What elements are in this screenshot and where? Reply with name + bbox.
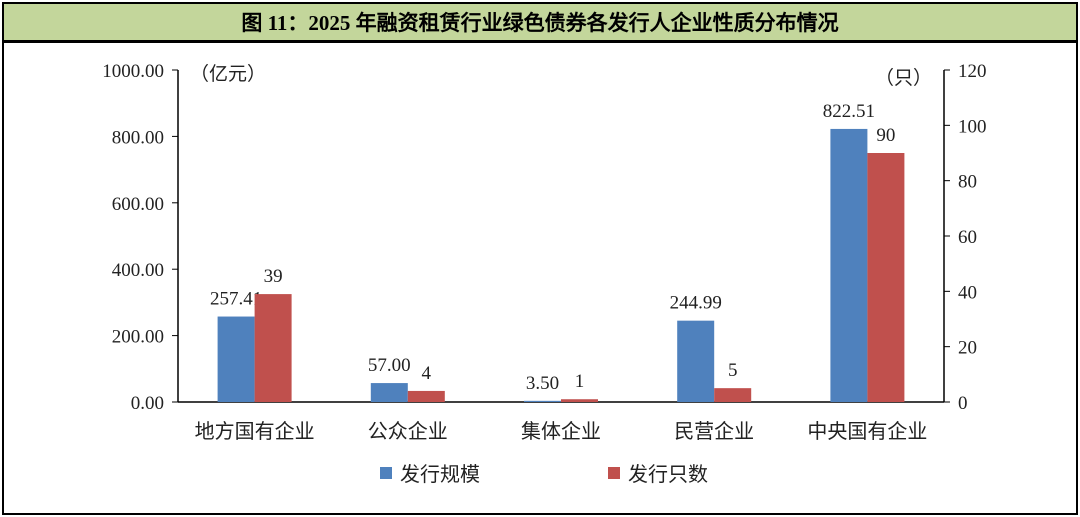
data-label: 90 [876, 125, 895, 146]
right-tick-label: 20 [958, 338, 977, 359]
chart-title: 图 11：2025 年融资租赁行业绿色债券各发行人企业性质分布情况 [4, 4, 1076, 43]
legend-swatch [608, 467, 620, 479]
data-label: 4 [422, 363, 432, 384]
category-label: 集体企业 [521, 420, 601, 443]
right-tick-label: 120 [958, 61, 987, 82]
bar-amount [830, 128, 868, 402]
data-label: 3.50 [526, 373, 559, 394]
category-label: 地方国有企业 [195, 420, 315, 443]
left-tick-label: 1000.00 [102, 61, 164, 82]
bar-amount [217, 316, 255, 402]
category-label: 民营企业 [674, 420, 754, 443]
right-axis-unit: （只） [875, 67, 932, 89]
legend-swatch [380, 467, 392, 479]
data-label: 822.51 [823, 101, 875, 122]
bar-count [714, 388, 752, 402]
data-label: 1 [575, 371, 585, 392]
bar-count [407, 390, 445, 402]
bar-amount [370, 383, 408, 402]
data-label: 57.00 [368, 355, 411, 376]
legend-label: 发行规模 [400, 463, 480, 486]
right-tick-label: 100 [958, 116, 987, 137]
category-label: 中央国有企业 [807, 420, 927, 443]
left-tick-label: 0.00 [131, 393, 164, 414]
data-label: 257.41 [210, 289, 262, 310]
bar-amount [677, 320, 715, 402]
legend-label: 发行只数 [628, 463, 708, 486]
left-tick-label: 800.00 [112, 127, 164, 148]
left-tick-label: 400.00 [112, 260, 164, 281]
right-tick-label: 60 [958, 227, 977, 248]
data-label: 39 [264, 266, 283, 287]
left-tick-label: 200.00 [112, 327, 164, 348]
category-label: 公众企业 [368, 420, 448, 443]
bar-count [867, 153, 905, 402]
bar-amount [524, 400, 561, 402]
right-tick-label: 0 [958, 393, 968, 414]
left-axis-unit: （亿元） [190, 63, 266, 85]
right-tick-label: 80 [958, 172, 977, 193]
right-tick-label: 40 [958, 282, 977, 303]
data-label: 5 [728, 360, 738, 381]
bar-count [561, 399, 598, 402]
data-label: 244.99 [670, 293, 722, 314]
bar-count [254, 294, 292, 402]
left-tick-label: 600.00 [112, 194, 164, 215]
